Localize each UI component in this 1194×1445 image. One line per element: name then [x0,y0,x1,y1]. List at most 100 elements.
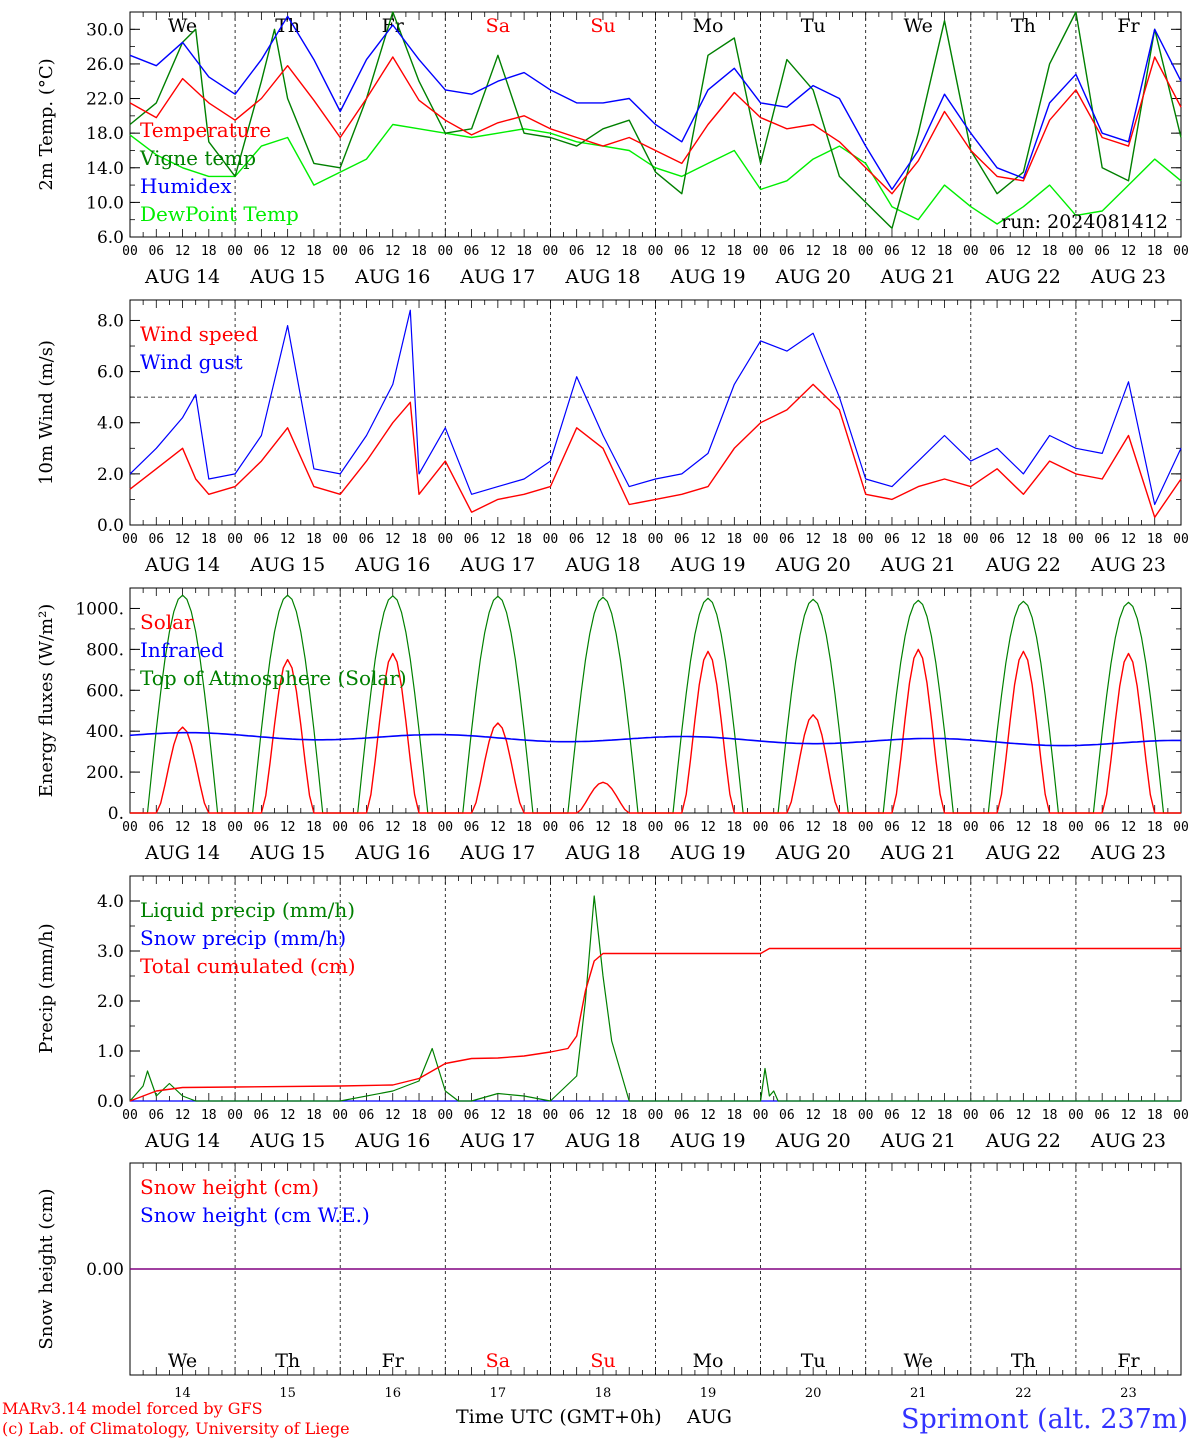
footer: MARv3.14 model forced by GFS(c) Lab. of … [2,1399,1188,1438]
legend-entry: Wind speed [140,322,258,346]
hour-label: 00 [753,1108,769,1123]
hour-label: 06 [884,820,900,835]
hour-label: 00 [1173,1108,1189,1123]
day-name-label: Mo [693,15,724,37]
hour-label: 12 [385,244,401,259]
hour-label: 18 [201,244,217,259]
hour-label: 06 [254,532,270,547]
hour-label: 00 [1173,820,1189,835]
day-number-label: 23 [1120,1386,1137,1401]
hour-label: 00 [437,820,453,835]
day-name-label: Sa [486,1350,510,1372]
day-name-label: Sa [486,15,510,37]
date-label: AUG 23 [1090,1130,1166,1152]
hour-label: 00 [648,532,664,547]
hour-label: 06 [464,820,480,835]
day-name-label: We [168,1350,197,1372]
hour-label: 12 [1121,820,1137,835]
date-label: AUG 19 [669,842,745,864]
hour-label: 12 [280,532,296,547]
hour-label: 00 [437,244,453,259]
hour-label: 06 [569,532,585,547]
day-name-label: Tu [801,15,826,37]
legend-entry: Top of Atmosphere (Solar) [140,666,407,690]
hour-label: 12 [385,820,401,835]
hour-label: 06 [464,532,480,547]
hour-label: 06 [674,1108,690,1123]
hour-label: 12 [595,820,611,835]
y-tick-label: 0.0 [97,1092,124,1112]
legend-entry: Infrared [140,638,224,662]
y-tick-label: 1000. [75,599,124,619]
hour-label: 18 [832,532,848,547]
day-name-label: We [904,1350,933,1372]
hour-label: 06 [569,244,585,259]
y-tick-label: 2.0 [97,465,124,485]
series-total-cumulated [129,947,1181,1102]
hour-label: 00 [753,820,769,835]
hour-label: 12 [385,1108,401,1123]
hour-label: 18 [1147,1108,1163,1123]
date-label: AUG 23 [1090,842,1166,864]
hour-label: 00 [543,820,559,835]
hour-label: 06 [779,244,795,259]
hour-label: 18 [832,1108,848,1123]
hour-label: 00 [963,1108,979,1123]
hour-label: 06 [989,532,1005,547]
day-name-label: Fr [1117,1350,1140,1372]
hour-label: 06 [1094,532,1110,547]
hour-label: 18 [1042,820,1058,835]
hour-label: 00 [227,244,243,259]
hour-label: 12 [700,820,716,835]
date-label: AUG 22 [985,1130,1061,1152]
panel-frame [129,299,1182,526]
hour-label: 00 [963,244,979,259]
date-label: AUG 21 [880,554,956,576]
legend-entry: Snow precip (mm/h) [140,926,346,950]
day-name-label: Su [590,1350,615,1372]
legend-entry: Solar [140,610,194,634]
hour-label: 12 [175,820,191,835]
date-label: AUG 23 [1090,554,1166,576]
date-label: AUG 15 [249,554,325,576]
date-label: AUG 16 [354,554,430,576]
hour-label: 18 [411,532,427,547]
legend-entry: Vigne temp [139,146,256,170]
y-tick-label: 10.0 [86,193,124,213]
y-tick-label: 4.0 [97,892,124,912]
hour-label: 06 [1094,820,1110,835]
hour-label: 12 [700,244,716,259]
hour-label: 12 [1016,820,1032,835]
y-tick-label: 0.0 [97,516,124,536]
hour-label: 18 [937,820,953,835]
y-tick-label: 14.0 [86,159,124,179]
date-label: AUG 14 [144,266,220,288]
series-temperature [129,56,1182,195]
hour-label: 06 [148,820,164,835]
hour-label: 18 [1042,1108,1058,1123]
date-label: AUG 16 [354,842,430,864]
date-label: AUG 15 [249,842,325,864]
hour-label: 18 [516,820,532,835]
hour-label: 12 [490,244,506,259]
day-number-label: 17 [490,1386,507,1401]
hour-label: 12 [805,820,821,835]
hour-label: 18 [306,244,322,259]
y-tick-label: 8.0 [97,311,124,331]
hour-label: 06 [674,532,690,547]
hour-label: 00 [858,532,874,547]
series-humidex [129,15,1182,191]
hour-label: 18 [516,532,532,547]
hour-label: 12 [1016,244,1032,259]
y-tick-label: 0. [108,804,124,824]
hour-label: 00 [122,532,138,547]
y-tick-label: 30.0 [86,20,124,40]
credit-model: MARv3.14 model forced by GFS [2,1399,263,1418]
date-label: AUG 20 [775,1130,851,1152]
day-name-label: Th [275,1350,300,1372]
hour-label: 18 [937,1108,953,1123]
hour-label: 06 [569,820,585,835]
hour-label: 12 [490,1108,506,1123]
day-name-label: Th [275,15,300,37]
